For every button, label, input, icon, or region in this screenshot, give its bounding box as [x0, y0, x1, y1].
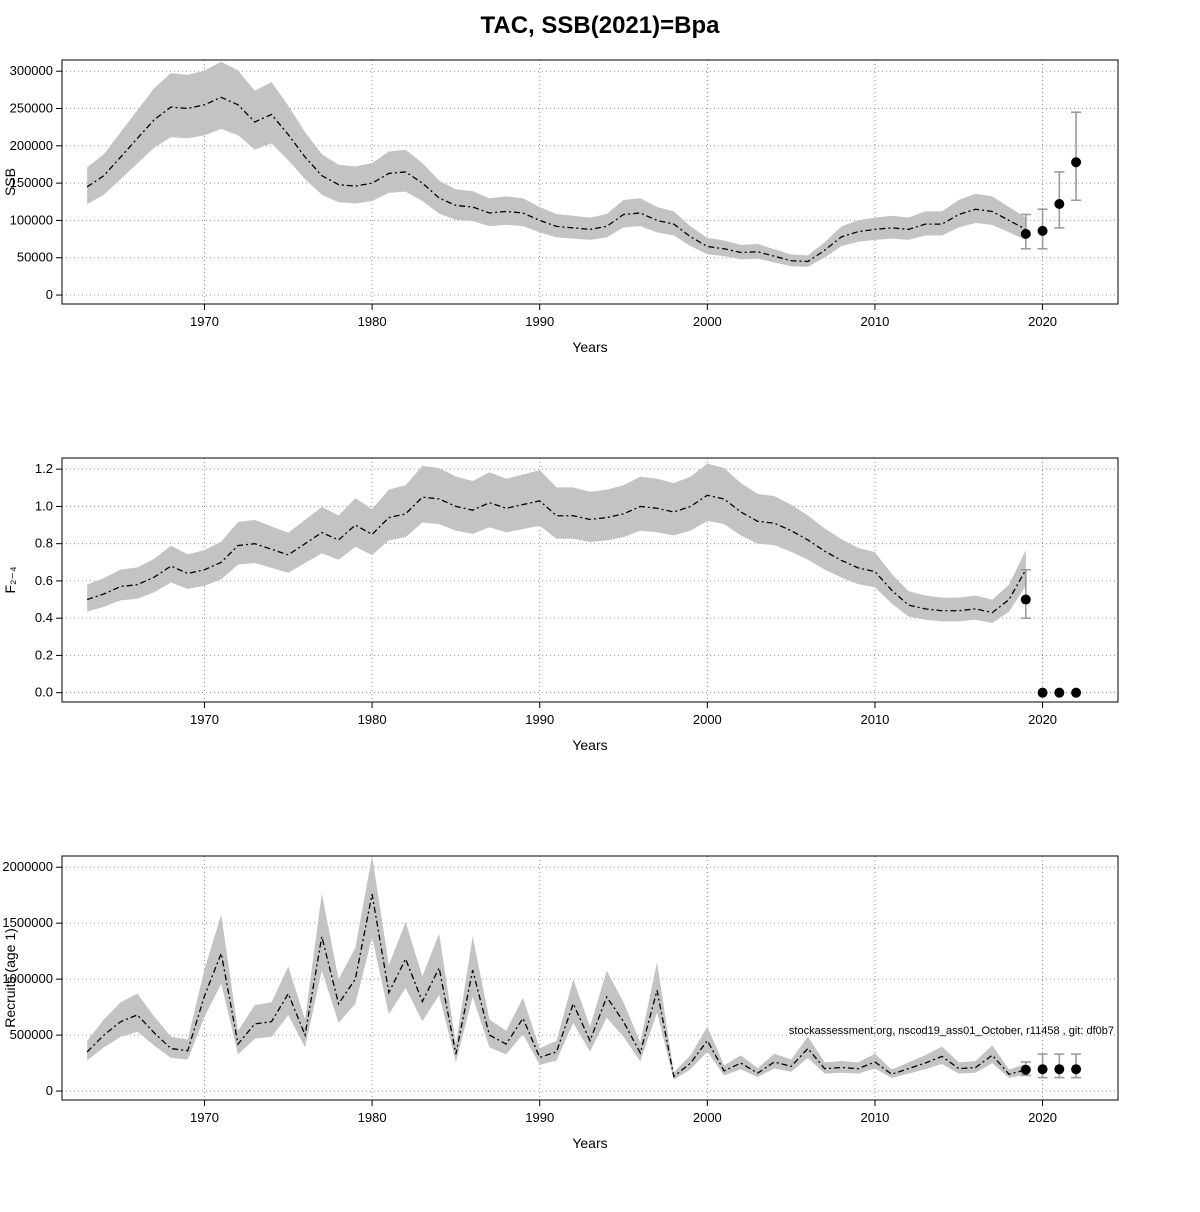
svg-text:300000: 300000	[10, 63, 53, 78]
svg-text:0.2: 0.2	[35, 647, 53, 662]
svg-text:F₂₋₄: F₂₋₄	[2, 566, 18, 593]
chart-ssb: 1970 1980 1990 2000 2010 2020 0 50000 100000 1500…	[2, 59, 1119, 355]
svg-text:Years: Years	[572, 1135, 607, 1151]
svg-text:2000: 2000	[693, 314, 722, 329]
svg-text:1990: 1990	[525, 1110, 554, 1125]
svg-text:0.0: 0.0	[35, 685, 53, 700]
svg-text:1.2: 1.2	[35, 461, 53, 476]
svg-text:0: 0	[46, 1083, 53, 1098]
svg-text:2020: 2020	[1028, 314, 1057, 329]
svg-text:2020: 2020	[1028, 712, 1057, 727]
svg-text:2020: 2020	[1028, 1110, 1057, 1125]
chart-recruits: 1970 1980 1990 2000 2010 2020 0 500000 1000000 15…	[2, 855, 1119, 1151]
svg-text:0.4: 0.4	[35, 610, 53, 625]
svg-text:1000000: 1000000	[2, 971, 53, 986]
svg-text:1.0: 1.0	[35, 498, 53, 513]
svg-text:250000: 250000	[10, 101, 53, 116]
svg-text:1500000: 1500000	[2, 915, 53, 930]
svg-text:500000: 500000	[10, 1027, 53, 1042]
svg-text:2000: 2000	[693, 1110, 722, 1125]
svg-text:1990: 1990	[525, 314, 554, 329]
svg-text:1970: 1970	[190, 314, 219, 329]
svg-text:0.8: 0.8	[35, 536, 53, 551]
svg-text:0: 0	[46, 287, 53, 302]
svg-text:200000: 200000	[10, 138, 53, 153]
page-root: TAC, SSB(2021)=Bpa 1970 1980 1990 2000 2010 2…	[0, 12, 1200, 1158]
svg-text:100000: 100000	[10, 212, 53, 227]
svg-text:1980: 1980	[358, 314, 387, 329]
panel-ssb: 1970 1980 1990 2000 2010 2020 0 50000 100000 1500…	[0, 50, 1200, 362]
svg-text:SSB: SSB	[2, 168, 18, 196]
panel-fishing-mortality: 1970 1980 1990 2000 2010 2020 0.0 0.2 0.4 0.6 0.8 1…	[0, 448, 1200, 760]
svg-text:1980: 1980	[358, 712, 387, 727]
chart-f: 1970 1980 1990 2000 2010 2020 0.0 0.2 0.4 0.6 0.8 1…	[2, 457, 1119, 753]
svg-text:0.6: 0.6	[35, 573, 53, 588]
svg-text:1980: 1980	[358, 1110, 387, 1125]
svg-text:2010: 2010	[860, 314, 889, 329]
svg-text:stockassessment.org, nscod19_a: stockassessment.org, nscod19_ass01_Octob…	[789, 1025, 1114, 1037]
svg-text:1970: 1970	[190, 712, 219, 727]
svg-text:2010: 2010	[860, 1110, 889, 1125]
svg-text:50000: 50000	[17, 250, 53, 265]
svg-text:2000000: 2000000	[2, 859, 53, 874]
svg-text:1970: 1970	[190, 1110, 219, 1125]
svg-text:Years: Years	[572, 737, 607, 753]
svg-text:2000: 2000	[693, 712, 722, 727]
svg-text:Recruits (age 1): Recruits (age 1)	[2, 928, 18, 1028]
panel-recruits: 1970 1980 1990 2000 2010 2020 0 500000 1000000 15…	[0, 846, 1200, 1158]
svg-text:Years: Years	[572, 339, 607, 355]
svg-text:1990: 1990	[525, 712, 554, 727]
svg-text:2010: 2010	[860, 712, 889, 727]
svg-text:150000: 150000	[10, 175, 53, 190]
page-title: TAC, SSB(2021)=Bpa	[480, 12, 720, 39]
